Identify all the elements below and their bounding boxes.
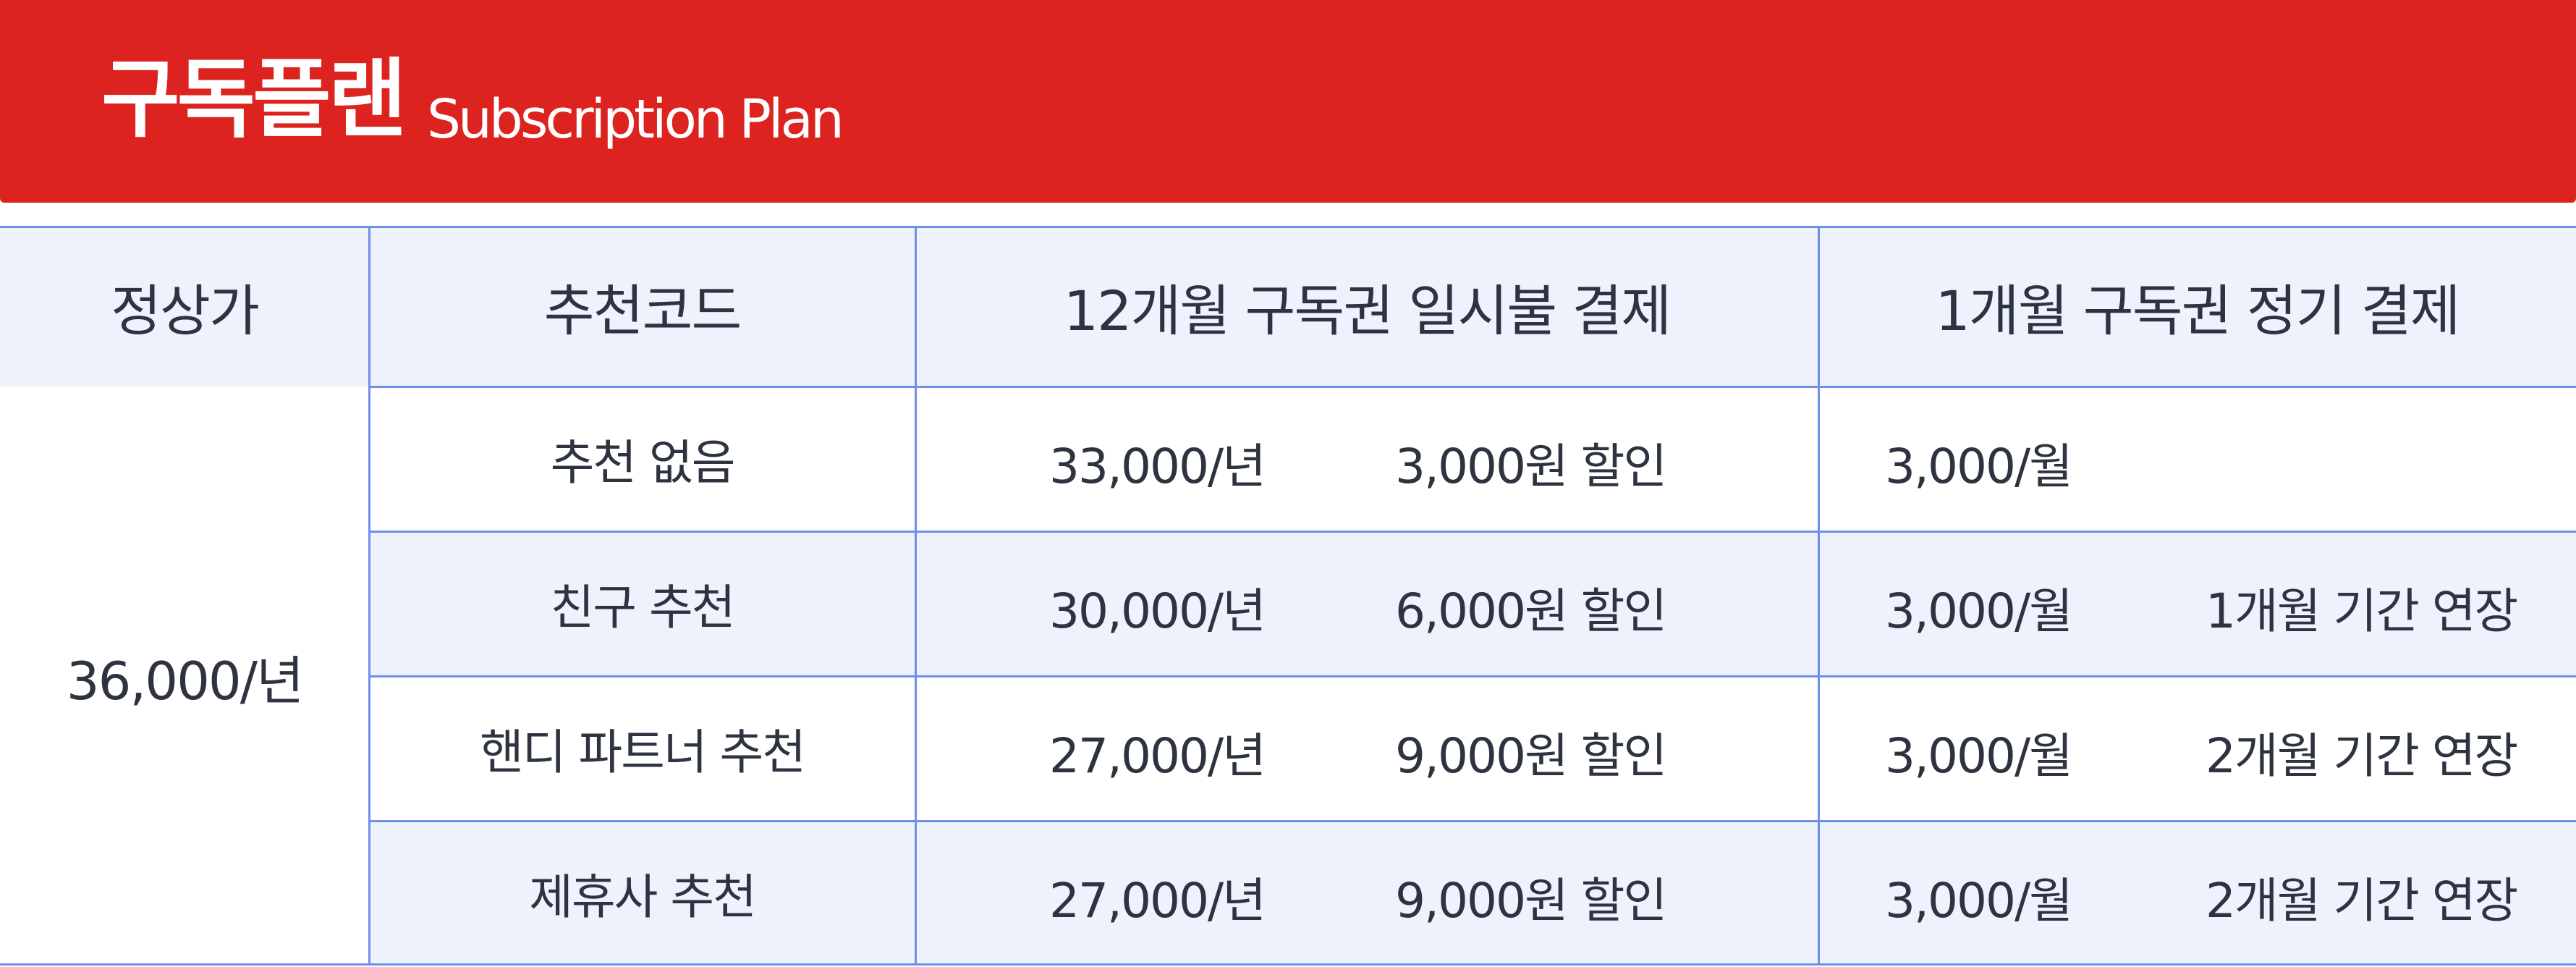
- column-divider: [1818, 226, 1820, 966]
- table-top-border: [0, 226, 2576, 228]
- header-banner: 구독플랜 Subscription Plan: [0, 0, 2576, 203]
- referral-code-cell: 추천 없음: [550, 435, 736, 491]
- monthly-price: 3,000/월: [1885, 873, 2073, 929]
- annual-price: 30,000/년: [1049, 583, 1266, 639]
- referral-code-cell: 핸디 파트너 추천: [480, 725, 806, 780]
- annual-price: 27,000/년: [1049, 728, 1266, 784]
- column-divider: [368, 226, 370, 966]
- row-divider: [369, 386, 2576, 388]
- monthly-benefit: 2개월 기간 연장: [2206, 728, 2518, 784]
- referral-code-cell: 제휴사 추천: [529, 869, 757, 925]
- page-title: 구독플랜: [101, 49, 407, 149]
- table-row: [369, 821, 2576, 966]
- regular-price-cell: 36,000/년: [0, 387, 369, 966]
- row-divider: [369, 675, 2576, 677]
- column-header-monthly-plan: 1개월 구독권 정기 결제: [1818, 226, 2576, 387]
- column-header-annual-plan: 12개월 구독권 일시불 결제: [915, 226, 1818, 387]
- regular-price: 36,000/년: [66, 650, 304, 711]
- plan-table: 정상가 추천코드 12개월 구독권 일시불 결제 1개월 구독권 정기 결제 3…: [0, 226, 2576, 966]
- annual-price: 27,000/년: [1049, 873, 1266, 929]
- annual-discount: 3,000원 할인: [1395, 439, 1667, 494]
- monthly-price: 3,000/월: [1885, 583, 2073, 639]
- table-row: [369, 387, 2576, 531]
- table-row: [369, 676, 2576, 821]
- table-bottom-border: [0, 963, 2576, 966]
- table-row: [369, 531, 2576, 676]
- page-subtitle: Subscription Plan: [427, 88, 844, 151]
- monthly-price: 3,000/월: [1885, 728, 2073, 784]
- referral-code-cell: 친구 추천: [550, 580, 736, 635]
- annual-discount: 9,000원 할인: [1395, 873, 1667, 929]
- annual-discount: 6,000원 할인: [1395, 583, 1667, 639]
- annual-discount: 9,000원 할인: [1395, 728, 1667, 784]
- row-divider: [369, 531, 2576, 533]
- column-header-regular-price: 정상가: [0, 226, 369, 387]
- annual-price: 33,000/년: [1049, 439, 1266, 494]
- monthly-price: 3,000/월: [1885, 439, 2073, 494]
- row-divider: [369, 820, 2576, 822]
- column-header-referral-code: 추천코드: [369, 226, 915, 387]
- column-divider: [915, 226, 917, 966]
- monthly-benefit: 2개월 기간 연장: [2206, 873, 2518, 929]
- monthly-benefit: 1개월 기간 연장: [2206, 583, 2518, 639]
